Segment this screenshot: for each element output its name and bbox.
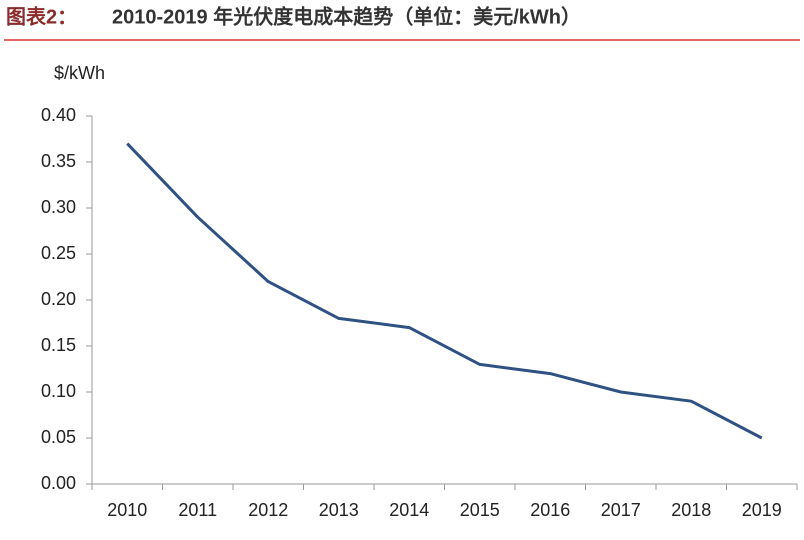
x-tick-label: 2013 xyxy=(319,500,359,520)
x-tick-label: 2010 xyxy=(107,500,147,520)
x-tick-label: 2015 xyxy=(460,500,500,520)
x-tick-label: 2011 xyxy=(178,500,217,520)
y-tick-label: 0.40 xyxy=(41,105,76,125)
x-tick-label: 2019 xyxy=(742,500,782,520)
y-tick-label: 0.20 xyxy=(41,289,76,309)
y-tick-label: 0.10 xyxy=(41,381,76,401)
y-tick-label: 0.35 xyxy=(41,151,76,171)
y-tick-label: 0.25 xyxy=(41,243,76,263)
x-tick-label: 2016 xyxy=(530,500,570,520)
x-tick-label: 2014 xyxy=(389,500,429,520)
y-tick-label: 0.05 xyxy=(41,427,76,447)
figure-label: 图表2： xyxy=(6,4,77,28)
data-line xyxy=(126,142,763,440)
y-tick-label: 0.30 xyxy=(41,197,76,217)
x-tick-label: 2017 xyxy=(601,500,641,520)
y-axis-label: $/kWh xyxy=(54,63,105,83)
y-tick-label: 0.00 xyxy=(41,473,76,493)
x-tick-label: 2012 xyxy=(248,500,288,520)
y-tick-label: 0.15 xyxy=(41,335,76,355)
chart-title: 2010-2019 年光伏度电成本趋势（单位：美元/kWh） xyxy=(112,4,581,28)
x-tick-label: 2018 xyxy=(671,500,711,520)
